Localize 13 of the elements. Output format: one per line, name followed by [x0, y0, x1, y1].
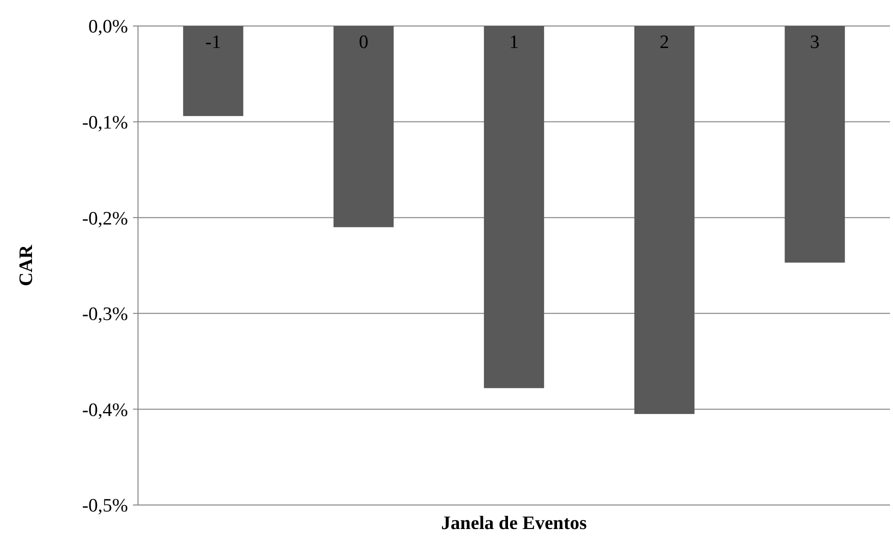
- x-tick-label: 0: [358, 32, 368, 53]
- y-tick-label: 0,0%: [88, 16, 128, 38]
- x-tick-label: 3: [810, 32, 820, 53]
- x-tick-label: 1: [509, 32, 519, 53]
- x-tick-label: -1: [205, 32, 222, 53]
- x-axis-title: Janela de Eventos: [441, 513, 587, 534]
- y-tick-label: -0,2%: [82, 208, 128, 230]
- x-tick-label: 2: [660, 32, 670, 53]
- y-tick-label: -0,1%: [82, 112, 128, 134]
- y-tick-label: -0,5%: [82, 496, 128, 517]
- y-axis-title: CAR: [16, 244, 37, 286]
- y-tick-label: -0,4%: [82, 400, 128, 421]
- y-tick-label: -0,3%: [82, 304, 128, 326]
